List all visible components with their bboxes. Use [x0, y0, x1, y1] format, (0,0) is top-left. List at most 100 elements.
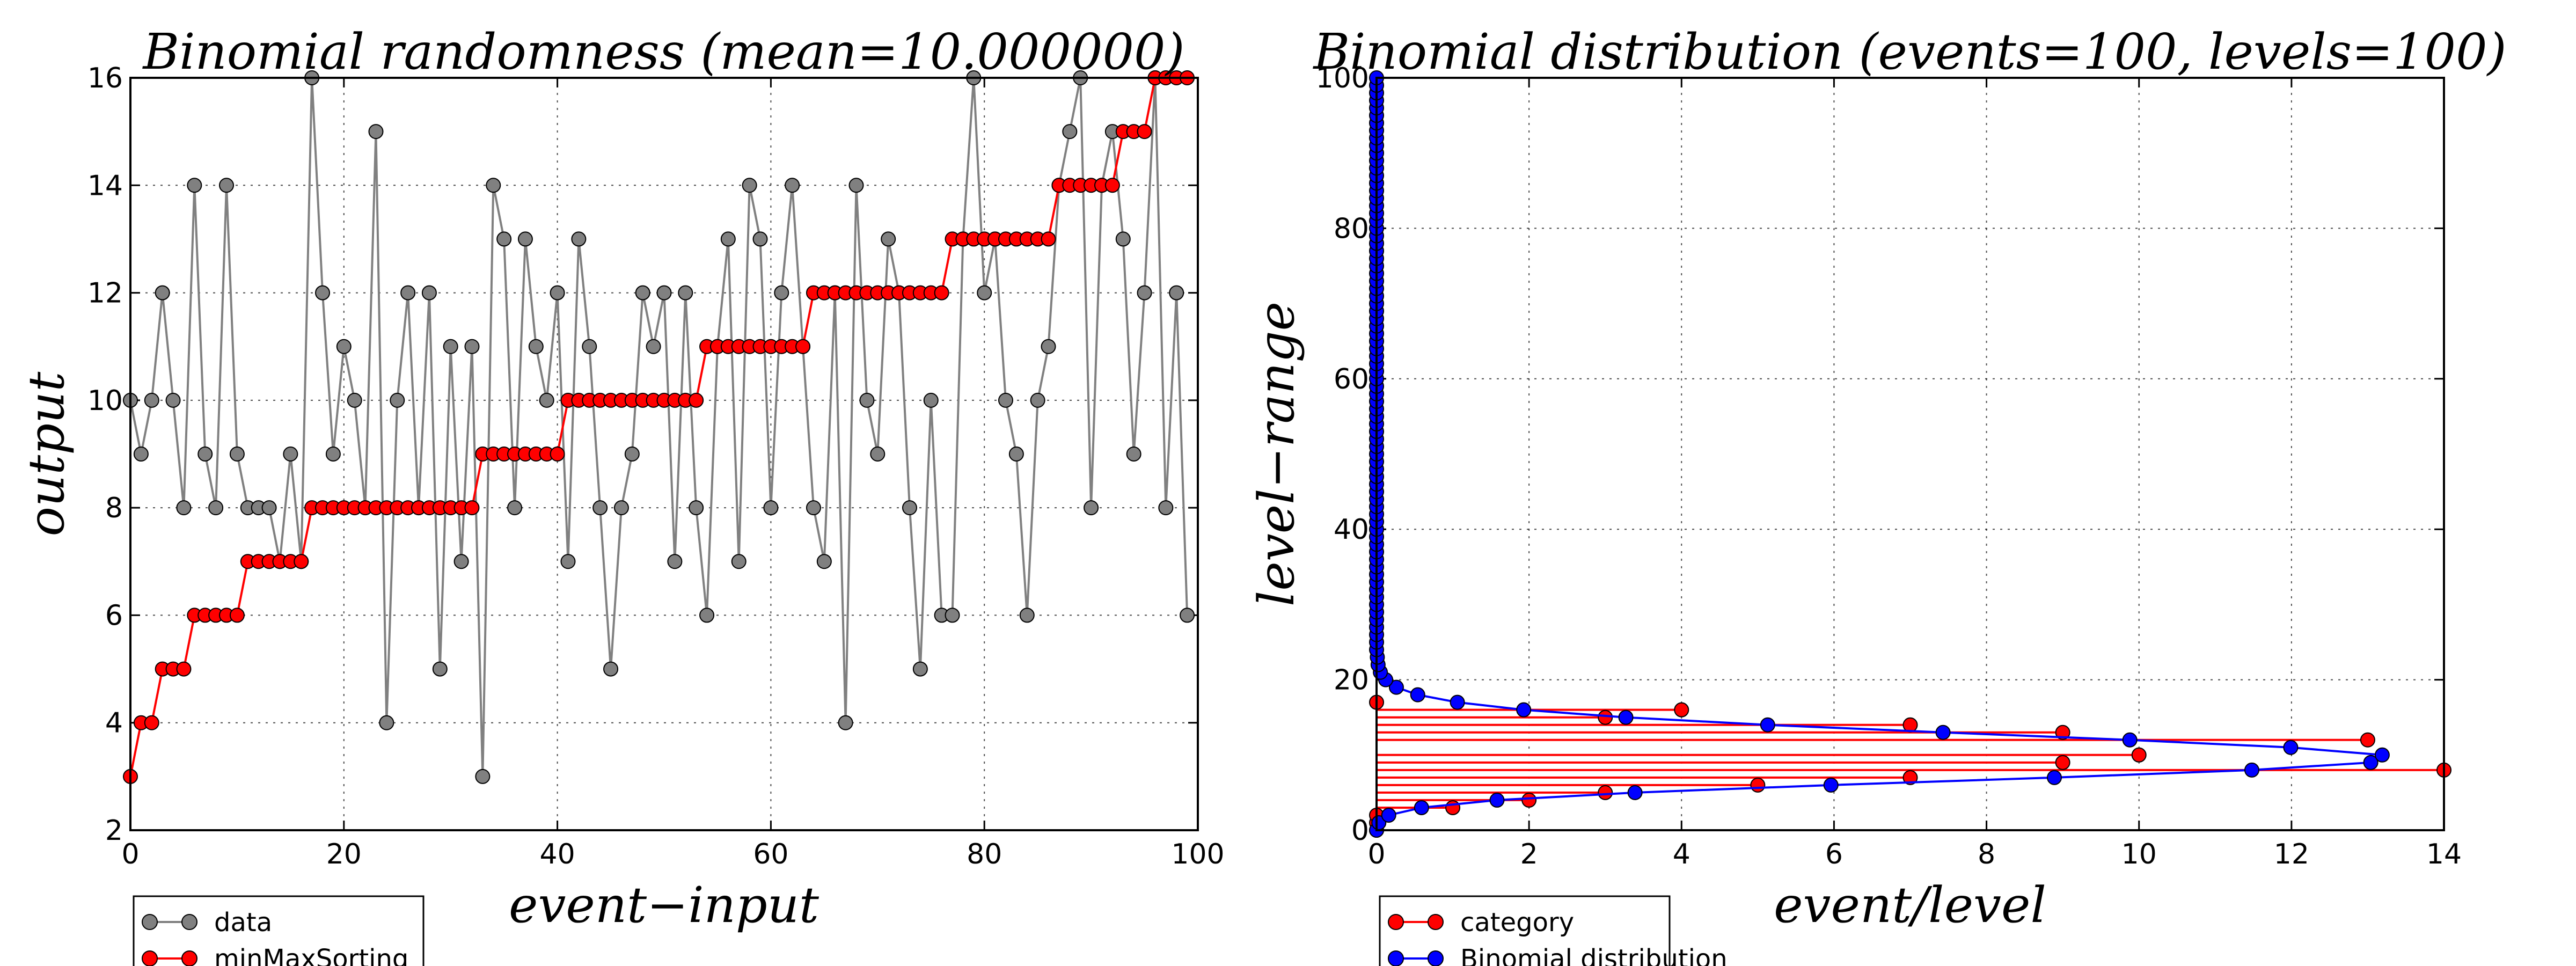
data-point-data — [229, 447, 245, 462]
data-point-data — [945, 608, 960, 623]
data-point-data — [635, 285, 650, 301]
data-point-data — [283, 447, 298, 462]
binomial-distribution-point — [1414, 800, 1429, 815]
data-point-data — [838, 715, 853, 730]
binomial-distribution-point — [1450, 694, 1465, 710]
y-tick-label: 0 — [1351, 815, 1369, 847]
y-tick-label: 60 — [1334, 363, 1369, 396]
legend-swatch-marker — [1428, 950, 1444, 966]
data-point-data — [507, 500, 523, 516]
y-tick-label: 8 — [105, 492, 123, 524]
data-point-data — [1008, 447, 1024, 462]
data-point-data — [475, 769, 491, 784]
data-point-data — [315, 285, 331, 301]
x-tick-label: 10 — [2121, 838, 2157, 870]
data-point-minmaxsorting — [176, 661, 192, 677]
binomial-distribution-point — [2283, 740, 2299, 755]
data-point-data — [785, 178, 800, 193]
x-tick-label: 40 — [540, 838, 575, 870]
legend-swatch-marker — [181, 914, 197, 930]
data-point-data — [432, 661, 448, 677]
data-point-data — [550, 285, 565, 301]
data-point-data — [421, 285, 437, 301]
data-point-data — [261, 500, 277, 516]
legend-entry-first: data — [214, 908, 272, 938]
data-point-data — [443, 339, 458, 354]
x-tick-label: 80 — [967, 838, 1002, 870]
x-tick-label: 12 — [2274, 838, 2309, 870]
y-axis-label: output — [18, 371, 75, 537]
data-point-data — [977, 285, 992, 301]
binomial-distribution-point — [1935, 724, 1951, 740]
binomial-distribution-point — [2363, 755, 2379, 770]
y-tick-label: 10 — [87, 385, 123, 417]
category-point — [1521, 792, 1537, 808]
category-point — [1902, 770, 1918, 785]
data-point-data — [539, 392, 554, 408]
chart-binomial-randomness: 0 20 40 60 80 100 2 4 6 8 10 12 14 16 Binomial randomn… — [18, 23, 1225, 966]
data-point-data — [774, 285, 789, 301]
data-point-data — [187, 178, 202, 193]
data-point-data — [816, 554, 832, 569]
legend-entry-second: Binomial distribution — [1460, 944, 1728, 966]
legend-entry-first: category — [1460, 908, 1574, 938]
data-point-data — [1062, 124, 1078, 140]
binomial-distribution-point — [1489, 792, 1505, 808]
data-point-data — [1158, 500, 1174, 516]
y-tick-label: 2 — [105, 815, 123, 847]
data-point-data — [603, 661, 619, 677]
data-point-data — [1019, 608, 1035, 623]
data-point-minmaxsorting — [464, 500, 480, 516]
data-point-minmaxsorting — [1104, 178, 1120, 193]
x-axis-label: event/level — [1774, 876, 2046, 934]
data-point-data — [742, 178, 757, 193]
binomial-distribution-point — [1823, 777, 1839, 793]
x-tick-label: 14 — [2426, 838, 2462, 870]
binomial-distribution-point — [1516, 702, 1532, 718]
chart-title: Binomial randomness (mean=10.000000) — [142, 23, 1185, 80]
axes-frame — [129, 77, 1199, 831]
y-tick-label: 6 — [105, 599, 123, 632]
data-point-data — [390, 392, 405, 408]
data-point-minmaxsorting — [229, 608, 245, 623]
data-point-data — [763, 500, 779, 516]
x-tick-label: 0 — [121, 838, 139, 870]
data-point-minmaxsorting — [795, 339, 811, 354]
data-point-data — [464, 339, 480, 354]
category-point — [1598, 785, 1613, 800]
data-point-data — [379, 715, 394, 730]
data-point-data — [1137, 285, 1152, 301]
data-point-data — [496, 231, 512, 247]
legend-swatch-marker — [1388, 950, 1404, 966]
binomial-distribution-point — [2244, 762, 2259, 778]
data-point-data — [1169, 285, 1184, 301]
data-point-data — [155, 285, 170, 301]
data-point-minmaxsorting — [294, 554, 309, 569]
data-point-data — [219, 178, 235, 193]
category-point — [1445, 800, 1461, 815]
y-tick-label: 12 — [87, 277, 123, 310]
binomial-distribution-point — [2047, 770, 2062, 785]
data-point-data — [624, 447, 640, 462]
data-point-data — [517, 231, 533, 247]
data-point-data — [1126, 447, 1141, 462]
category-point — [2131, 747, 2147, 763]
legend-swatch-marker — [181, 950, 197, 966]
data-point-data — [133, 447, 149, 462]
x-tick-label: 8 — [1978, 838, 1995, 870]
category-point — [1750, 777, 1766, 793]
y-tick-label: 80 — [1334, 213, 1369, 245]
data-point-data — [656, 285, 672, 301]
data-point-data — [923, 392, 939, 408]
y-tick-label: 100 — [1316, 62, 1369, 94]
data-point-data — [571, 231, 587, 247]
chart-title: Binomial distribution (events=100, level… — [1312, 23, 2506, 80]
data-point-data — [1041, 339, 1056, 354]
data-point-data — [176, 500, 192, 516]
data-point-data — [453, 554, 469, 569]
y-axis-label: level−range — [1248, 302, 1305, 606]
data-point-data — [646, 339, 661, 354]
data-point-data — [325, 447, 341, 462]
axes-frame — [1375, 77, 2445, 831]
binomial-distribution-point — [1627, 785, 1643, 800]
